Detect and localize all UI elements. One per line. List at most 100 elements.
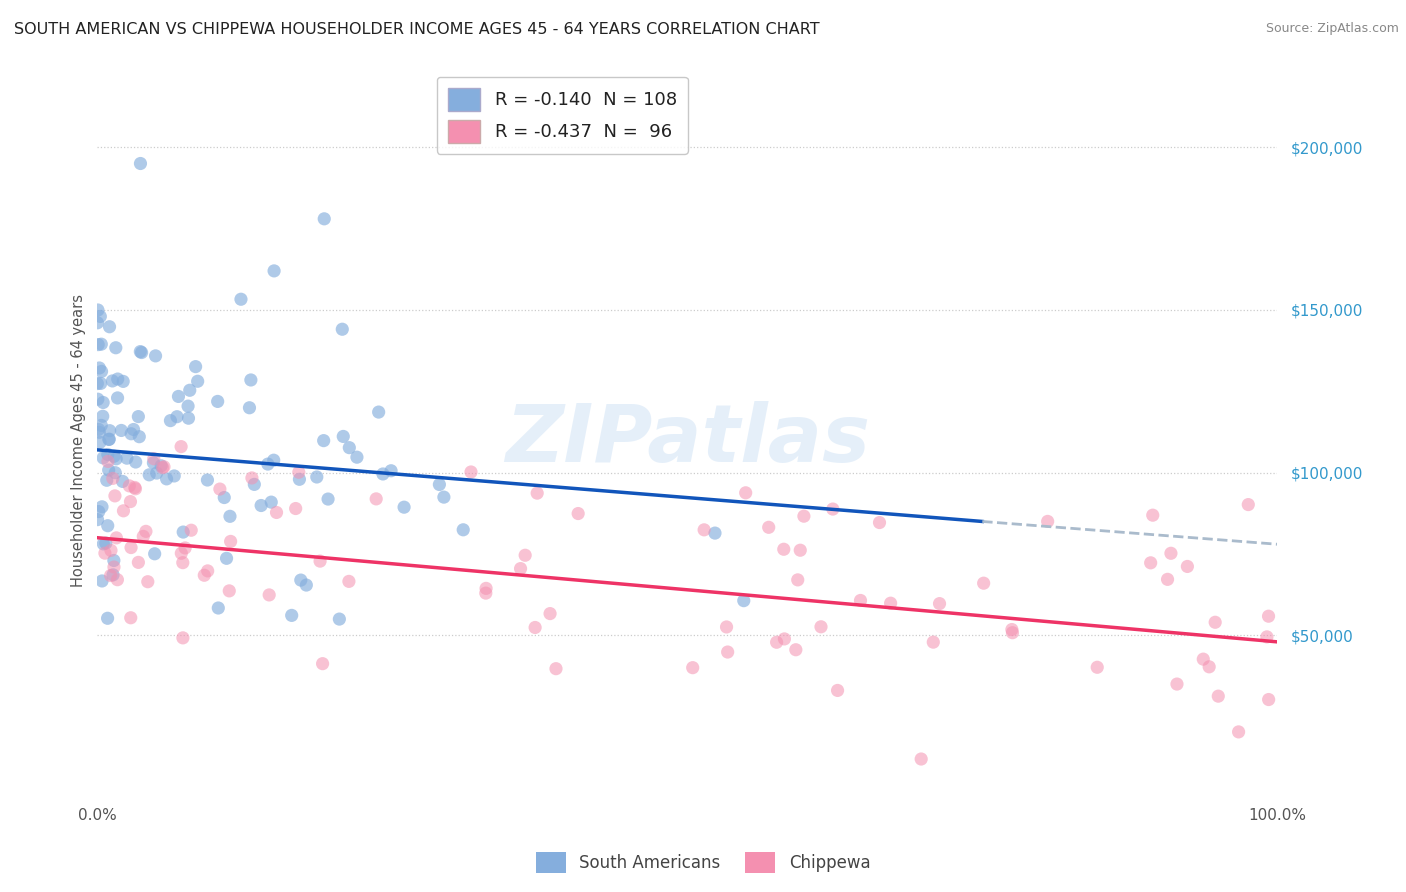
Point <box>773 632 796 646</box>
Point <box>312 434 335 448</box>
Point <box>1177 559 1199 574</box>
Point <box>118 479 141 493</box>
Point <box>765 635 787 649</box>
Point <box>366 491 388 506</box>
Point <box>132 529 155 543</box>
Point <box>371 467 394 481</box>
Point <box>159 414 181 428</box>
Point <box>330 322 353 336</box>
Point <box>103 553 125 567</box>
Point <box>150 458 173 473</box>
Point <box>103 560 125 574</box>
Point <box>218 583 240 598</box>
Point <box>229 292 252 306</box>
Point <box>240 471 263 485</box>
Point <box>734 485 756 500</box>
Point <box>122 423 145 437</box>
Point <box>1256 630 1278 644</box>
Point <box>177 399 200 413</box>
Point <box>112 375 135 389</box>
Text: ZIPatlas: ZIPatlas <box>505 401 870 479</box>
Point <box>98 319 121 334</box>
Point <box>207 601 229 615</box>
Point <box>316 491 339 506</box>
Point <box>328 612 350 626</box>
Point <box>869 516 891 530</box>
Point <box>1204 615 1226 630</box>
Point <box>238 401 260 415</box>
Point <box>112 504 135 518</box>
Point <box>135 524 157 539</box>
Point <box>538 607 561 621</box>
Point <box>120 611 142 625</box>
Point <box>153 459 176 474</box>
Point <box>100 543 122 558</box>
Point <box>810 620 832 634</box>
Point <box>180 523 202 537</box>
Point <box>526 486 548 500</box>
Point <box>166 409 188 424</box>
Point <box>90 337 112 351</box>
Point <box>167 389 190 403</box>
Point <box>127 409 149 424</box>
Point <box>380 464 402 478</box>
Point <box>367 405 389 419</box>
Point <box>172 631 194 645</box>
Point <box>103 449 125 463</box>
Point <box>693 523 716 537</box>
Point <box>1192 652 1215 666</box>
Point <box>266 506 288 520</box>
Point <box>163 469 186 483</box>
Point <box>100 568 122 582</box>
Point <box>309 554 332 568</box>
Point <box>346 450 368 465</box>
Point <box>170 546 193 560</box>
Point <box>124 482 146 496</box>
Point <box>849 593 872 607</box>
Point <box>187 374 209 388</box>
Text: Source: ZipAtlas.com: Source: ZipAtlas.com <box>1265 22 1399 36</box>
Point <box>97 448 120 462</box>
Point <box>87 337 110 351</box>
Point <box>215 551 238 566</box>
Point <box>1227 725 1250 739</box>
Point <box>142 456 165 470</box>
Point <box>120 494 142 508</box>
Point <box>332 429 354 443</box>
Point <box>207 394 229 409</box>
Point <box>90 418 112 433</box>
Point <box>101 567 124 582</box>
Point <box>170 440 193 454</box>
Point <box>509 561 531 575</box>
Point <box>120 541 142 555</box>
Point <box>288 465 311 479</box>
Point <box>1206 689 1229 703</box>
Point <box>716 620 738 634</box>
Point <box>89 361 111 376</box>
Point <box>219 534 242 549</box>
Point <box>129 156 152 170</box>
Point <box>107 391 129 405</box>
Point <box>257 588 280 602</box>
Point <box>295 578 318 592</box>
Point <box>172 524 194 539</box>
Point <box>86 376 108 391</box>
Point <box>1257 692 1279 706</box>
Point <box>91 409 114 424</box>
Point <box>758 520 780 534</box>
Point <box>89 310 111 324</box>
Point <box>86 513 108 527</box>
Point <box>111 475 134 489</box>
Point <box>93 537 115 551</box>
Point <box>429 477 451 491</box>
Point <box>314 211 336 226</box>
Point <box>1001 625 1024 640</box>
Point <box>91 574 114 588</box>
Point <box>184 359 207 374</box>
Point <box>821 502 844 516</box>
Point <box>91 395 114 409</box>
Point <box>142 451 165 466</box>
Point <box>152 460 174 475</box>
Point <box>305 470 328 484</box>
Point <box>1001 623 1024 637</box>
